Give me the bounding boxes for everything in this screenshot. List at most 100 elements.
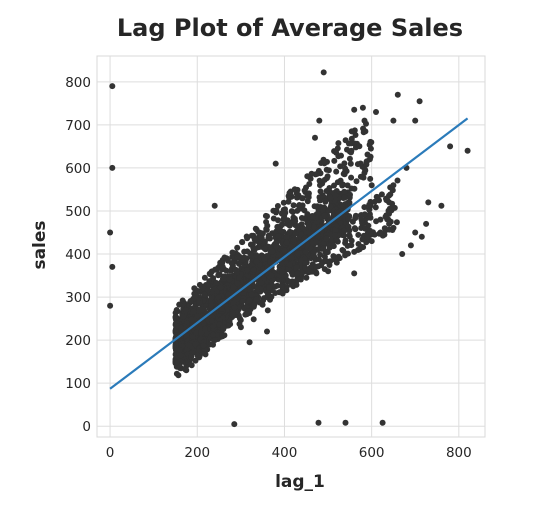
scatter-point bbox=[226, 317, 233, 324]
scatter-point bbox=[302, 249, 309, 255]
x-axis-ticks: 0 200 400 600 800 bbox=[106, 445, 472, 461]
scatter-points bbox=[107, 69, 471, 428]
scatter-point bbox=[274, 223, 281, 230]
scatter-point bbox=[195, 347, 201, 354]
scatter-point bbox=[336, 255, 343, 262]
scatter-point bbox=[361, 211, 368, 218]
scatter-point bbox=[412, 117, 419, 124]
scatter-point bbox=[341, 227, 348, 234]
scatter-point bbox=[394, 177, 401, 184]
scatter-point bbox=[355, 231, 362, 238]
scatter-point bbox=[348, 237, 355, 244]
scatter-point bbox=[389, 204, 396, 211]
scatter-point bbox=[236, 253, 243, 260]
scatter-point bbox=[305, 222, 312, 229]
scatter-point bbox=[351, 106, 358, 113]
scatter-point bbox=[323, 235, 330, 242]
scatter-point bbox=[308, 170, 315, 177]
scatter-point bbox=[320, 206, 326, 213]
scatter-point bbox=[225, 257, 231, 264]
y-tick-label: 400 bbox=[65, 247, 91, 263]
scatter-point bbox=[373, 109, 379, 115]
scatter-point bbox=[341, 169, 348, 176]
scatter-point bbox=[328, 236, 335, 243]
scatter-point bbox=[226, 276, 233, 283]
scatter-point bbox=[301, 207, 308, 214]
scatter-point bbox=[278, 273, 285, 280]
scatter-point bbox=[244, 311, 250, 318]
scatter-point bbox=[333, 259, 340, 266]
scatter-point bbox=[304, 198, 311, 205]
scatter-point bbox=[285, 278, 292, 285]
scatter-point bbox=[332, 192, 339, 199]
scatter-point bbox=[313, 239, 319, 246]
scatter-point bbox=[107, 302, 114, 309]
scatter-point bbox=[316, 117, 323, 124]
scatter-point bbox=[281, 212, 288, 219]
scatter-point bbox=[241, 248, 248, 255]
scatter-point bbox=[394, 91, 401, 98]
scatter-point bbox=[337, 163, 344, 170]
scatter-point bbox=[176, 301, 183, 308]
scatter-point bbox=[354, 161, 361, 168]
scatter-point bbox=[109, 164, 116, 171]
scatter-point bbox=[200, 297, 207, 304]
scatter-point bbox=[261, 256, 268, 263]
y-axis-ticks: 0 100 200 300 400 500 600 700 800 bbox=[65, 75, 91, 435]
scatter-point bbox=[353, 178, 360, 185]
scatter-point bbox=[314, 170, 321, 177]
scatter-point bbox=[348, 128, 355, 135]
scatter-point bbox=[340, 247, 347, 254]
scatter-point bbox=[253, 258, 260, 265]
scatter-point bbox=[416, 98, 423, 105]
scatter-point bbox=[425, 199, 432, 206]
scatter-point bbox=[244, 235, 251, 242]
scatter-point bbox=[342, 137, 349, 144]
scatter-point bbox=[283, 239, 290, 246]
scatter-point bbox=[273, 239, 280, 246]
scatter-point bbox=[346, 200, 353, 207]
scatter-point bbox=[298, 195, 305, 202]
scatter-point bbox=[281, 247, 288, 254]
x-tick-label: 600 bbox=[359, 445, 385, 461]
scatter-point bbox=[109, 263, 116, 270]
scatter-point bbox=[316, 177, 323, 184]
scatter-point bbox=[246, 297, 253, 304]
scatter-point bbox=[268, 272, 275, 279]
scatter-point bbox=[188, 353, 195, 360]
scatter-point bbox=[372, 204, 379, 211]
scatter-point bbox=[306, 181, 313, 187]
scatter-point bbox=[363, 161, 370, 168]
scatter-point bbox=[234, 269, 241, 276]
scatter-point bbox=[366, 141, 373, 148]
scatter-point bbox=[180, 313, 187, 320]
scatter-point bbox=[234, 244, 241, 251]
scatter-point bbox=[269, 248, 276, 255]
scatter-point bbox=[183, 332, 190, 339]
scatter-point bbox=[285, 266, 292, 273]
scatter-point bbox=[334, 179, 341, 186]
scatter-point bbox=[385, 207, 392, 214]
scatter-point bbox=[230, 284, 237, 291]
scatter-point bbox=[173, 370, 180, 377]
scatter-point bbox=[205, 287, 211, 294]
scatter-point bbox=[259, 301, 266, 308]
scatter-point bbox=[367, 214, 374, 221]
scatter-point bbox=[341, 194, 348, 201]
scatter-point bbox=[399, 251, 406, 257]
scatter-point bbox=[234, 280, 241, 287]
scatter-point bbox=[270, 207, 277, 214]
scatter-point bbox=[310, 249, 317, 256]
x-tick-label: 0 bbox=[106, 445, 115, 461]
scatter-point bbox=[194, 312, 201, 319]
scatter-point bbox=[201, 291, 208, 298]
scatter-point bbox=[342, 252, 349, 259]
y-tick-label: 0 bbox=[82, 419, 91, 435]
scatter-point bbox=[363, 120, 369, 127]
scatter-point bbox=[283, 234, 290, 241]
scatter-point bbox=[219, 263, 226, 270]
scatter-point bbox=[277, 227, 284, 234]
scatter-point bbox=[107, 229, 114, 236]
scatter-point bbox=[371, 198, 378, 205]
scatter-point bbox=[218, 306, 225, 312]
